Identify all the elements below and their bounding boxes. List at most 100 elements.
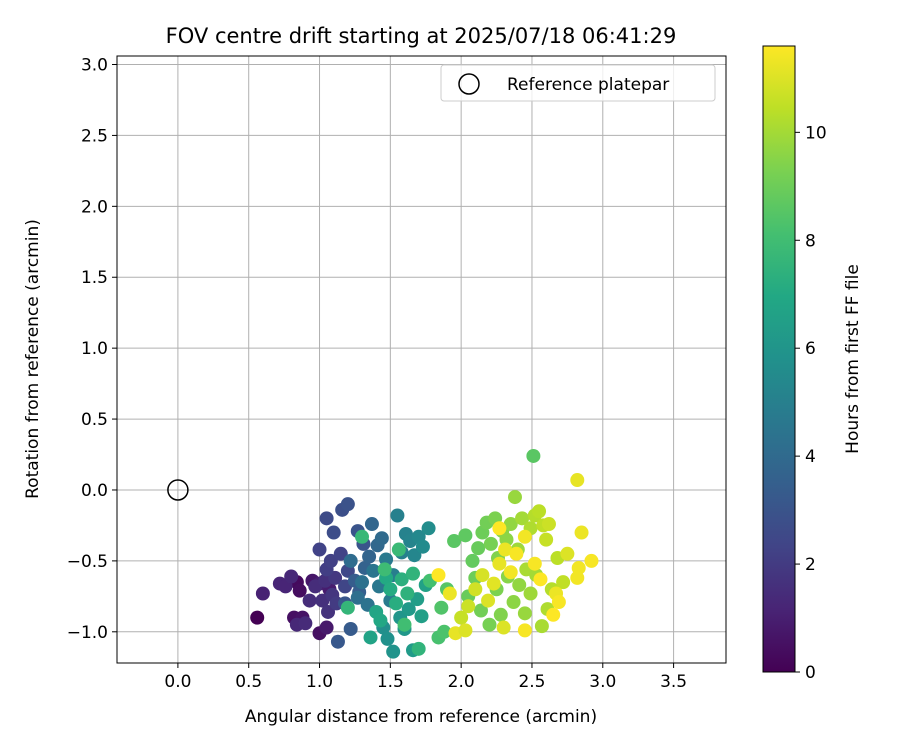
y-tick-label: 1.5 [81,268,108,288]
legend-label: Reference platepar [507,75,669,95]
colorbar-tick-label: 4 [805,447,816,467]
colorbar-gradient [762,45,796,673]
data-point [328,570,343,585]
data-point [391,542,406,557]
data-point [377,562,392,577]
y-axis-label: Rotation from reference (arcmin) [23,219,43,499]
colorbar: 0 2 4 6 8 10 Hours from first FF file [762,45,863,683]
data-point [350,590,365,605]
data-point [373,613,388,628]
data-point [323,553,338,568]
data-point [255,586,270,601]
data-point [401,602,416,617]
x-tick-label: 3.0 [589,672,616,692]
data-point [411,641,426,656]
colorbar-tick-label: 8 [805,231,816,251]
data-point [292,583,307,598]
plot-area-frame [116,55,727,664]
data-point [397,617,412,632]
colorbar-tick-group: 0 2 4 6 8 10 [795,123,827,683]
colorbar-label: Hours from first FF file [843,264,863,454]
data-point [394,572,409,587]
data-point [442,586,457,601]
data-point [437,624,452,639]
data-point [386,644,401,659]
x-tick-label: 1.0 [306,672,333,692]
data-point [407,548,422,563]
data-point [400,586,415,601]
data-point [434,600,449,615]
data-point [312,542,327,557]
data-point [503,565,518,580]
y-tick-label: 2.5 [81,126,108,146]
data-point [482,617,497,632]
x-tick-label: 2.0 [448,672,475,692]
data-points [250,448,599,659]
data-point [374,531,389,546]
data-point [496,620,511,635]
data-point [421,521,436,536]
data-point [506,595,521,610]
data-point [523,586,538,601]
data-point [326,525,341,540]
data-point [574,525,589,540]
data-point [406,566,421,581]
colorbar-tick-label: 6 [805,339,816,359]
x-tick-label: 1.5 [377,672,404,692]
y-tick-label: 0.0 [81,481,108,501]
y-tick-group: 3.0 2.5 2.0 1.5 1.0 0.5 0.0 −0.5 −1.0 [67,56,117,643]
x-tick-label: 0.5 [235,672,262,692]
data-point [298,616,313,631]
data-point [363,630,378,645]
y-tick-label: −1.0 [67,623,108,643]
data-point [431,568,446,583]
data-point [503,517,518,532]
data-point [507,490,522,505]
data-point [486,576,501,591]
data-point [458,623,473,638]
data-point [319,620,334,635]
data-point [343,621,358,636]
data-point [302,593,317,608]
y-tick-label: 2.0 [81,197,108,217]
data-point [533,572,548,587]
data-point [475,568,490,583]
data-point [483,536,498,551]
data-point [390,508,405,523]
y-tick-label: 3.0 [81,56,108,76]
chart-title: FOV centre drift starting at 2025/07/18 … [166,24,677,48]
data-point [473,603,488,618]
legend-open-circle-icon [458,73,480,95]
data-point [380,631,395,646]
data-point [492,521,507,536]
grid-lines [117,56,726,663]
data-point [517,529,532,544]
colorbar-tick-label: 2 [805,555,816,575]
data-point [366,563,381,578]
data-point [560,546,575,561]
data-point [492,556,507,571]
data-point [447,534,462,549]
x-tick-group: 0.0 0.5 1.0 1.5 2.0 2.5 3.0 3.5 [164,663,687,692]
data-point [541,517,556,532]
data-point [355,575,370,590]
data-point [468,582,483,597]
data-point [250,610,265,625]
data-point [383,582,398,597]
data-point [493,607,508,622]
y-tick-label: −0.5 [67,552,108,572]
data-point [415,539,430,554]
data-point [340,497,355,512]
data-point [343,553,358,568]
data-point [515,511,530,526]
data-point [532,504,547,519]
data-point [364,517,379,532]
data-point [362,549,377,564]
data-point [465,553,480,568]
data-point [546,607,561,622]
data-point [319,511,334,526]
data-point [517,606,532,621]
data-point [333,546,348,561]
